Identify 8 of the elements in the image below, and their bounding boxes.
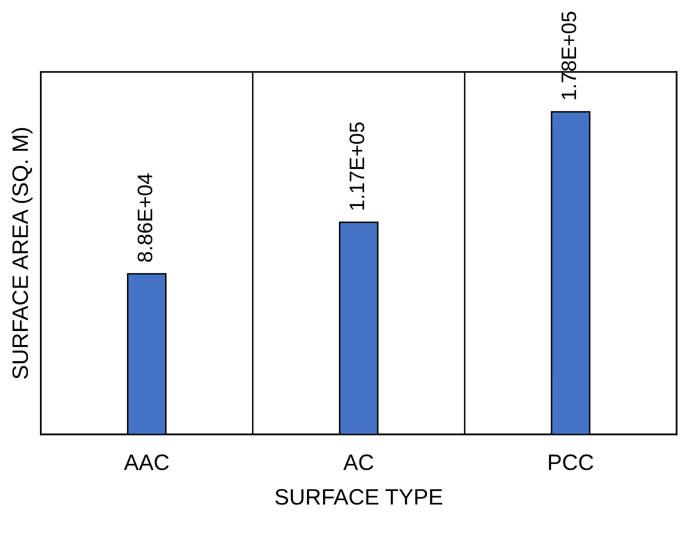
data-label: 8.86E+04 — [138, 174, 152, 262]
y-axis-title: SURFACE AREA (SQ. M) — [12, 128, 32, 379]
x-axis-title: SURFACE TYPE — [275, 489, 442, 505]
x-tick-label: PCC — [548, 454, 594, 470]
x-tick-label: AAC — [124, 454, 169, 470]
data-label: 1.78E+05 — [561, 12, 576, 100]
x-tick-label: AC — [343, 454, 374, 470]
data-label: 1.17E+05 — [350, 122, 364, 210]
